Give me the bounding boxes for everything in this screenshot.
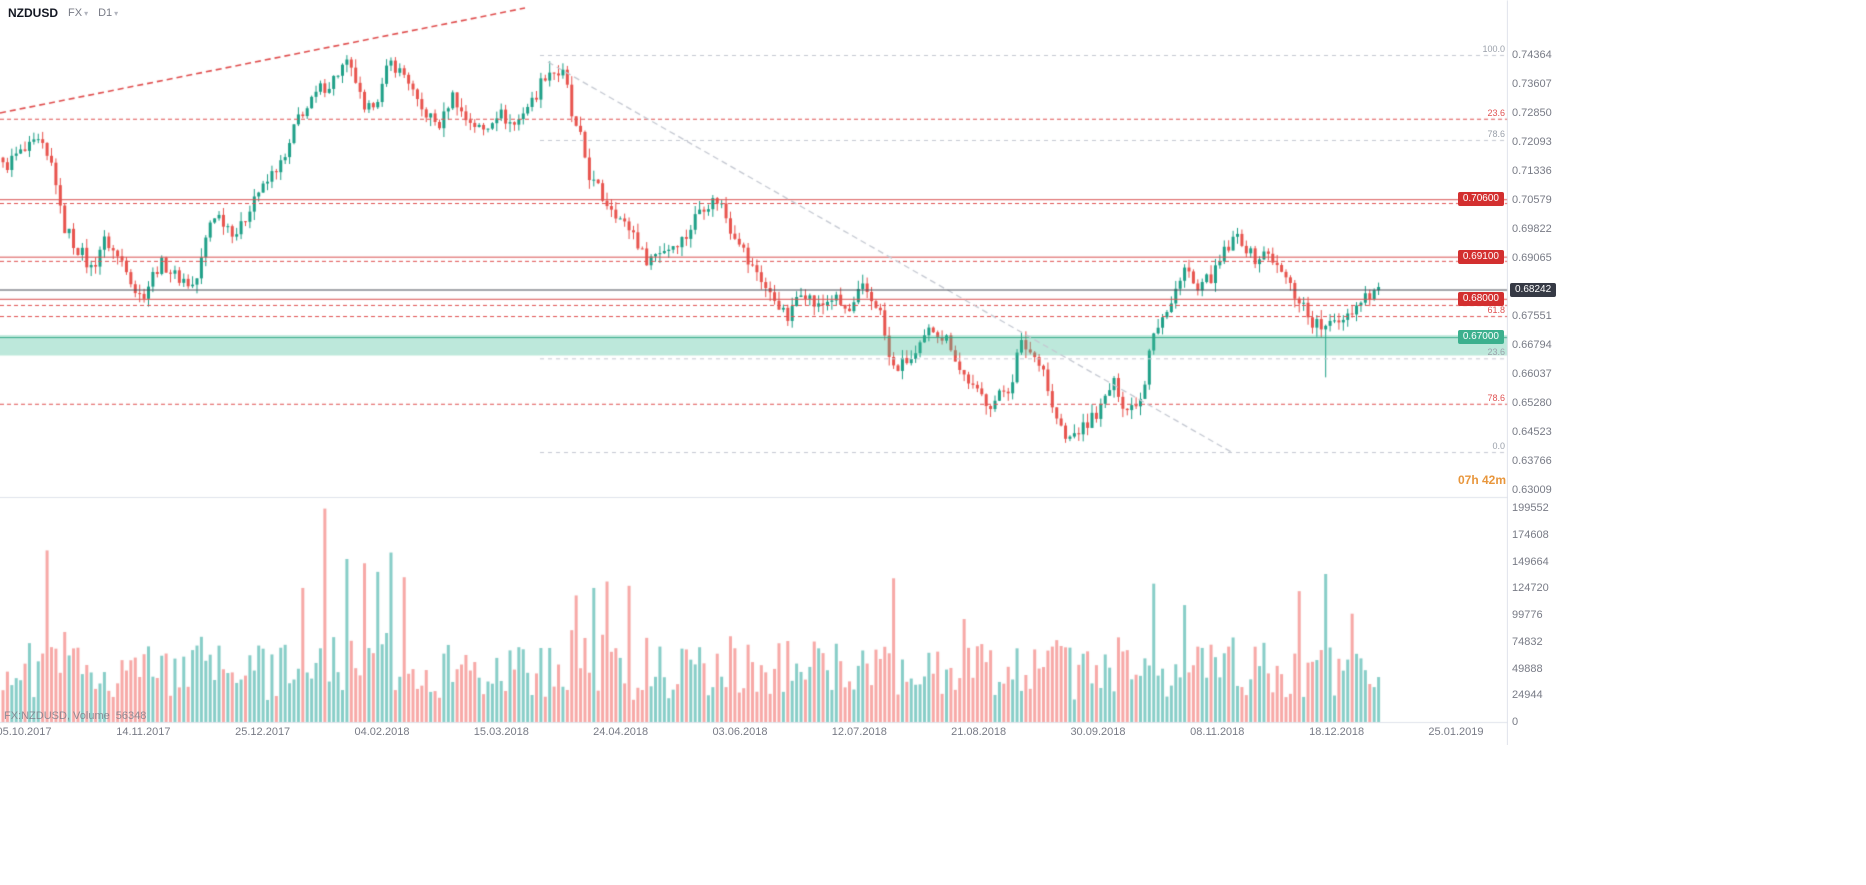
volume-indicator-value: 56348 (115, 710, 147, 722)
price-level-label: 0.68000 (1457, 291, 1504, 306)
price-level-label: 0.70600 (1457, 192, 1504, 207)
bar-countdown-timer: 07h 42m (1457, 473, 1506, 487)
fib-level-label: 61.8 (1487, 305, 1505, 316)
price-axis-label: 0.71336 (1512, 165, 1552, 177)
date-axis-label: 25.12.2017 (235, 726, 291, 738)
price-axis-label: 0.65280 (1512, 397, 1552, 409)
fib-level-label: 78.6 (1487, 392, 1505, 403)
volume-axis-label: 0 (1512, 716, 1519, 728)
volume-axis-label: 49888 (1512, 662, 1543, 675)
price-axis-label: 0.72093 (1512, 136, 1552, 148)
exchange-label: FX (68, 7, 83, 19)
volume-indicator-title: FX:NZDUSD, Volume (4, 710, 110, 722)
price-axis-label: 0.63009 (1512, 484, 1552, 496)
date-axis-label: 08.11.2018 (1190, 726, 1245, 738)
chevron-down-icon: ▾ (114, 8, 119, 18)
zone-price-label: 0.67000 (1457, 330, 1504, 345)
price-level-label: 0.69100 (1457, 249, 1504, 264)
date-axis-label: 05.10.2017 (0, 726, 52, 738)
volume-axis-label: 199552 (1512, 502, 1549, 514)
last-price-label: 0.68242 (1510, 282, 1557, 297)
volume-axis-label: 74832 (1512, 635, 1543, 648)
price-axis-label: 0.74364 (1512, 49, 1552, 61)
price-axis-label: 0.69065 (1512, 252, 1552, 264)
volume-axis-label: 124720 (1512, 582, 1549, 595)
price-axis-label: 0.70579 (1512, 194, 1552, 206)
volume-axis-label: 149664 (1512, 555, 1549, 568)
date-axis-label: 15.03.2018 (473, 726, 529, 738)
price-axis-label: 0.72850 (1512, 107, 1552, 119)
fib-level-label: 23.6 (1487, 107, 1505, 118)
fib-level-label: 78.6 (1487, 128, 1505, 139)
date-axis-label: 03.06.2018 (712, 726, 768, 738)
date-axis-label: 12.07.2018 (831, 726, 887, 738)
timeframe-selector[interactable]: D1 ▾ (98, 7, 118, 19)
chart-canvas[interactable] (0, 0, 1508, 745)
date-axis-label: 24.04.2018 (593, 726, 649, 738)
price-axis-label: 0.66794 (1512, 339, 1552, 351)
price-axis-label: 0.73607 (1512, 78, 1552, 90)
volume-indicator-legend[interactable]: FX:NZDUSD, Volume 56348 (4, 710, 146, 722)
exchange-selector[interactable]: FX ▾ (68, 7, 88, 19)
date-axis-label: 04.02.2018 (354, 726, 410, 738)
fib-level-label: 23.6 (1487, 347, 1505, 358)
volume-axis-label: 174608 (1512, 528, 1549, 541)
price-axis-label: 0.64523 (1512, 426, 1552, 438)
volume-axis-label: 24944 (1512, 689, 1543, 702)
date-axis-label: 25.01.2019 (1428, 726, 1484, 738)
fib-level-label: 0.0 (1492, 441, 1505, 452)
date-axis-label: 30.09.2018 (1070, 726, 1126, 738)
price-axis-label: 0.63766 (1512, 455, 1552, 467)
date-axis-label: 18.12.2018 (1309, 726, 1365, 738)
date-axis-label: 21.08.2018 (951, 726, 1007, 738)
price-axis-label: 0.66037 (1512, 368, 1552, 380)
fib-level-label: 100.0 (1482, 44, 1505, 54)
price-axis-label: 0.67551 (1512, 310, 1552, 322)
price-axis-label: 0.69822 (1512, 223, 1552, 235)
timeframe-label: D1 (98, 7, 113, 19)
volume-axis-label: 99776 (1512, 609, 1543, 621)
date-axis-label: 14.11.2017 (116, 726, 171, 738)
chevron-down-icon: ▾ (84, 8, 89, 18)
symbol-legend: NZDUSD FX ▾ D1 ▾ (8, 6, 118, 20)
symbol-name[interactable]: NZDUSD (8, 6, 58, 20)
